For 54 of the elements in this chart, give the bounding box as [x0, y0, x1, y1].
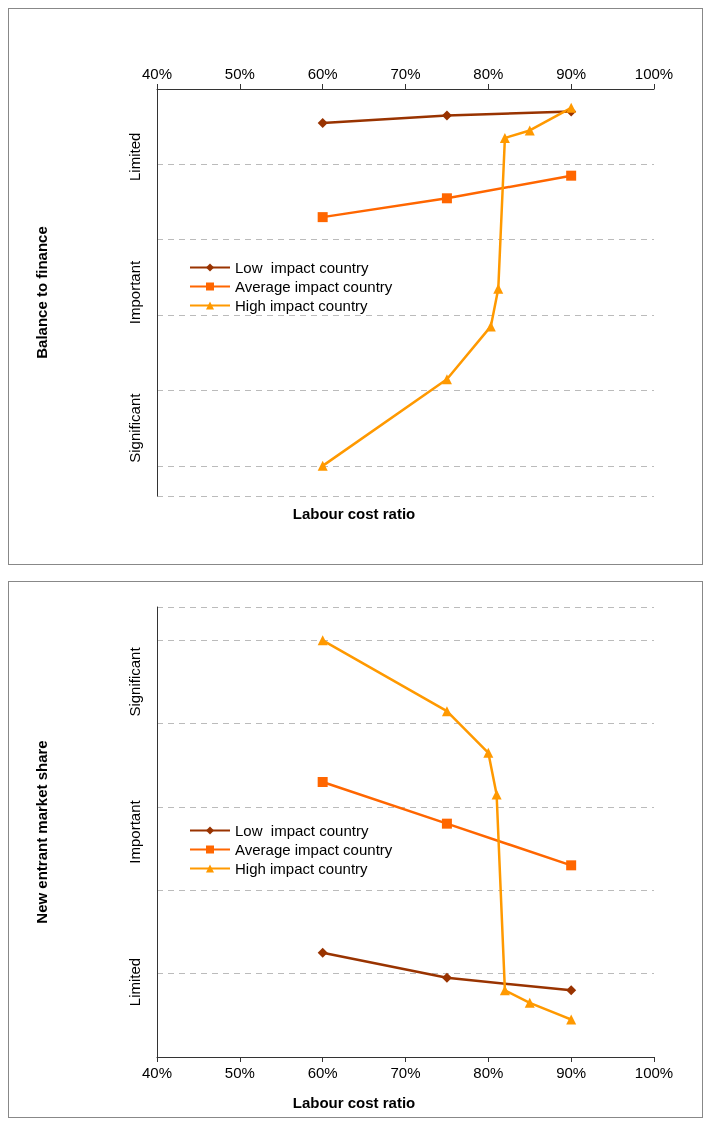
point: [499, 132, 510, 143]
x-tick-label: 50%: [224, 65, 255, 82]
text: Significant: [125, 646, 143, 717]
point: [566, 985, 577, 996]
point: [491, 789, 502, 800]
x-tick-label: 50%: [224, 1064, 255, 1081]
x-tick-label: 80%: [473, 1064, 504, 1081]
y-axis-title: Balance to finance: [33, 226, 50, 359]
text: Limited: [125, 132, 143, 182]
point: [317, 635, 328, 646]
point: [566, 1014, 577, 1025]
x-axis-title: Labour cost ratio: [292, 1094, 416, 1111]
legend-label: Low impact country: [235, 259, 369, 276]
legend-label: Average impact country: [235, 278, 393, 295]
x-tick-label: 100%: [634, 1064, 674, 1081]
point: [485, 321, 496, 332]
point: [566, 102, 577, 113]
point: [566, 860, 577, 871]
text: Important: [125, 259, 143, 325]
x-tick-label: 40%: [141, 1064, 173, 1081]
legend-label: High impact country: [235, 860, 369, 877]
point: [441, 706, 452, 717]
point: [441, 374, 452, 385]
x-tick-label: 60%: [307, 1064, 338, 1081]
legend-label: Average impact country: [235, 841, 393, 858]
legend-label: High impact country: [235, 297, 369, 314]
legend-label: Low impact country: [235, 822, 369, 839]
point: [317, 777, 328, 787]
point: [441, 193, 452, 204]
x-tick-label: 40%: [141, 65, 173, 82]
x-tick-label: 70%: [390, 65, 421, 82]
point: [483, 747, 494, 758]
point: [524, 125, 535, 136]
point: [524, 997, 535, 1008]
x-tick-label: 90%: [556, 65, 587, 82]
text: Important: [125, 799, 143, 864]
x-tick-label: 80%: [473, 65, 504, 82]
point: [317, 212, 328, 223]
x-tick-label: 100%: [634, 65, 674, 82]
text: Significant: [125, 392, 143, 463]
point: [493, 283, 504, 294]
x-tick-label: 90%: [556, 1064, 587, 1081]
x-tick-label: 70%: [390, 1064, 421, 1081]
text: Limited: [125, 957, 143, 1007]
point: [566, 170, 577, 181]
point: [317, 460, 328, 471]
x-tick-label: 60%: [307, 65, 338, 82]
point: [317, 117, 328, 128]
point: [317, 947, 328, 958]
point: [441, 972, 452, 983]
point: [441, 818, 452, 829]
point: [441, 110, 452, 121]
y-axis-title: New entrant market share: [33, 740, 50, 924]
x-axis-title: Labour cost ratio: [292, 505, 416, 522]
